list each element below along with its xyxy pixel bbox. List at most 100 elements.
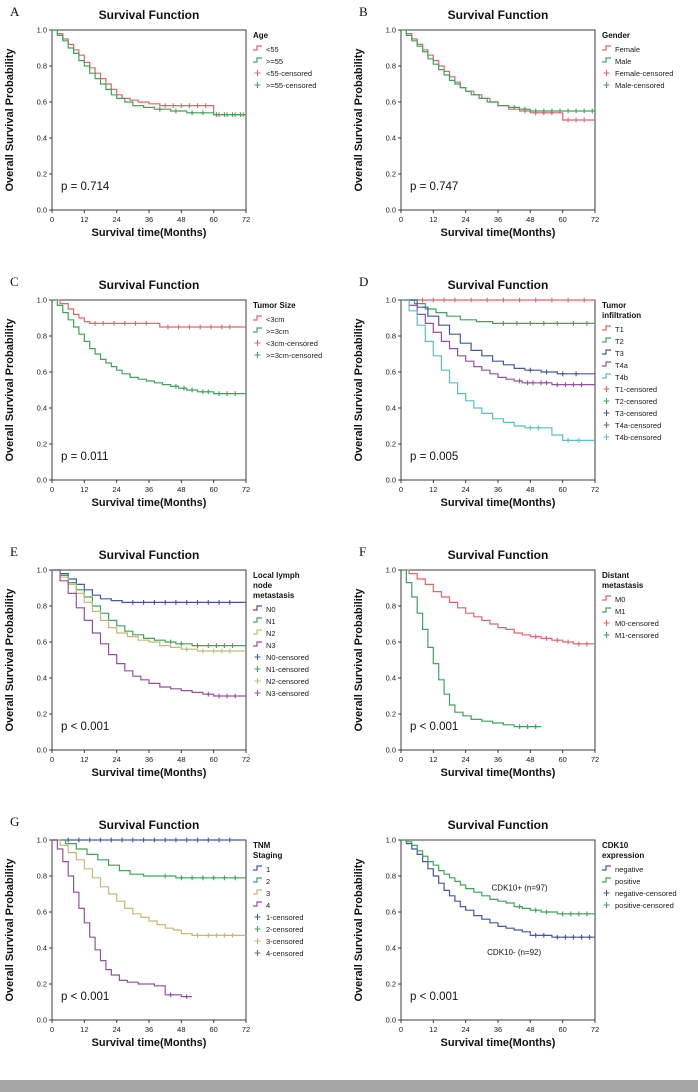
x-axis-label: Survival time(Months): [92, 1037, 207, 1049]
censor-mark: [441, 297, 447, 303]
censor-mark: [544, 369, 549, 375]
legend-entry-label: >=55-censored: [266, 81, 316, 90]
censor-mark: [92, 321, 98, 326]
x-axis-label: Survival time(Months): [441, 227, 556, 239]
panel-letter: E: [10, 544, 18, 559]
legend-line-swatch: [253, 605, 262, 611]
x-tick-label: 24: [461, 485, 469, 494]
y-axis-label: Overall Survival Probability: [353, 858, 365, 1002]
legend-line-swatch: [253, 641, 262, 647]
legend-entry-label: Female-censored: [615, 69, 673, 78]
x-tick-label: 48: [526, 755, 534, 764]
censor-mark: [205, 389, 211, 395]
legend-plus-swatch: [603, 620, 610, 626]
censor-mark: [589, 108, 595, 114]
censor-mark: [76, 837, 82, 843]
y-tick-label: 0.2: [37, 710, 47, 719]
legend-title: infiltration: [602, 311, 641, 320]
y-tick-label: 0.8: [37, 332, 47, 341]
legend-title: metastasis: [253, 591, 295, 600]
y-tick-label: 0.2: [386, 170, 396, 179]
y-tick-label: 0.6: [37, 638, 47, 647]
legend-entry-label: M0: [615, 595, 625, 604]
censor-mark: [65, 837, 71, 843]
x-tick-label: 0: [399, 485, 403, 494]
p-value-label: p < 0.001: [61, 721, 109, 733]
y-axis-label: Overall Survival Probability: [353, 48, 365, 192]
censor-mark: [168, 639, 173, 645]
x-tick-label: 0: [50, 1025, 54, 1034]
x-tick-label: 36: [145, 485, 153, 494]
censor-mark: [230, 643, 235, 648]
legend-entry-label: T4a-censored: [615, 421, 661, 430]
legend-line-swatch: [253, 901, 262, 907]
censor-mark: [222, 643, 227, 648]
legend-line-swatch: [253, 877, 262, 883]
legend-plus-swatch: [603, 82, 610, 88]
legend-entry-label: positive-censored: [615, 901, 674, 910]
x-tick-label: 24: [461, 215, 469, 224]
x-tick-label: 24: [461, 1025, 469, 1034]
km-curve-T3: [401, 299, 595, 375]
x-tick-label: 24: [112, 485, 120, 494]
censor-mark: [133, 321, 138, 326]
censor-mark: [584, 911, 590, 917]
censor-mark: [554, 934, 560, 940]
km-plot-svg: Survival Function 0.0 0.2 0.4 0.6 0.8 1.0 0 12 24…: [353, 818, 677, 1049]
y-tick-label: 0.8: [386, 872, 396, 881]
censor-mark: [557, 108, 563, 114]
censor-mark: [517, 724, 522, 729]
censor-mark: [501, 321, 506, 326]
y-tick-label: 0.0: [37, 746, 47, 755]
censor-mark: [87, 837, 93, 843]
km-curve-N1: [52, 569, 246, 647]
x-tick-label: 12: [80, 215, 88, 224]
censor-mark: [581, 108, 587, 114]
censor-mark: [541, 108, 547, 114]
legend-line-swatch: [602, 349, 611, 355]
km-curve-4: [52, 839, 193, 998]
censor-mark: [554, 382, 560, 387]
plot-title: Survival Function: [99, 548, 200, 562]
legend-entry-label: 1-censored: [266, 913, 304, 922]
legend-entry-label: <55: [266, 45, 279, 54]
y-tick-label: 0.2: [386, 980, 396, 989]
legend-entry-label: >=3cm: [266, 327, 289, 336]
y-tick-label: 1.0: [386, 566, 396, 575]
y-tick-label: 0.4: [386, 134, 396, 143]
censor-mark: [563, 934, 568, 940]
censor-mark: [517, 904, 522, 909]
censor-mark: [224, 693, 230, 699]
censor-mark: [554, 637, 560, 643]
censor-mark: [222, 933, 227, 938]
plot-title: Survival Function: [99, 278, 200, 292]
legend-plus-swatch: [603, 386, 610, 392]
censor-mark: [143, 321, 149, 326]
plot-title: Survival Function: [99, 818, 200, 832]
y-axis-label: Overall Survival Probability: [4, 48, 16, 192]
legend-title: metastasis: [602, 581, 644, 590]
y-tick-label: 0.2: [37, 980, 47, 989]
censor-mark: [195, 643, 200, 648]
censor-mark: [565, 639, 571, 645]
x-axis-label: Survival time(Months): [92, 767, 207, 779]
legend-title: node: [253, 581, 273, 590]
censor-mark: [587, 934, 592, 940]
censor-mark: [527, 425, 533, 431]
censor-mark: [230, 933, 235, 938]
legend-entry-label: Male-censored: [615, 81, 665, 90]
legend-entry-label: <3cm-censored: [266, 339, 318, 348]
km-curve-Male: [401, 29, 595, 112]
y-tick-label: 0.8: [386, 332, 396, 341]
plot-title: Survival Function: [448, 278, 549, 292]
x-tick-label: 12: [429, 755, 437, 764]
censor-mark: [176, 324, 181, 330]
censor-mark: [200, 875, 206, 881]
km-curve-Female: [401, 29, 595, 121]
y-tick-label: 1.0: [37, 26, 47, 35]
censor-mark: [187, 103, 192, 108]
censor-mark: [232, 875, 238, 881]
censor-mark: [222, 112, 227, 117]
legend-line-swatch: [602, 373, 611, 379]
